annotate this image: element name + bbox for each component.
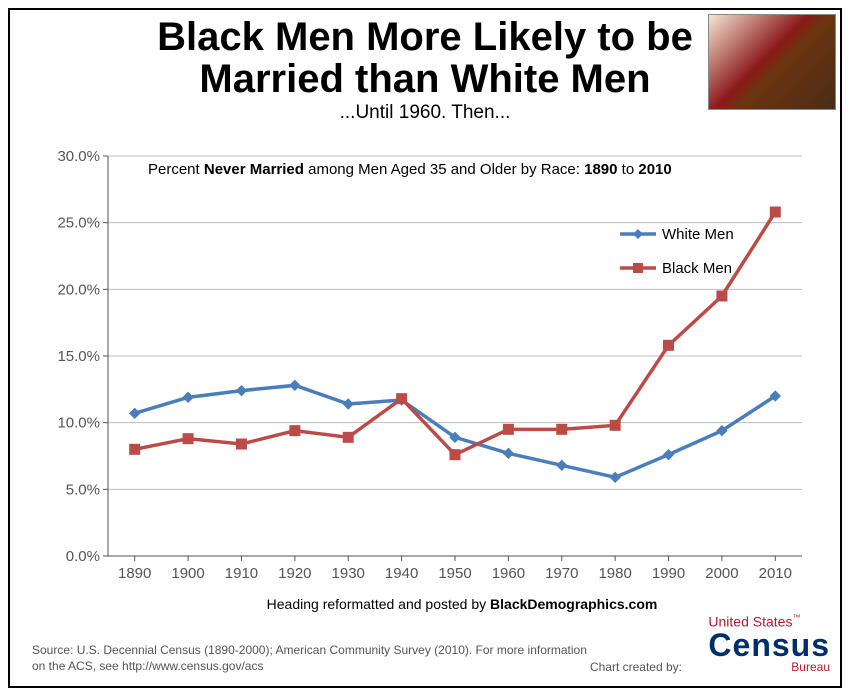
chart-created-by: Chart created by: [590, 660, 682, 674]
svg-text:1900: 1900 [171, 565, 204, 582]
svg-text:1930: 1930 [332, 565, 365, 582]
svg-text:30.0%: 30.0% [57, 148, 100, 165]
census-logo: United States™ Census Bureau [708, 613, 830, 674]
logo-tm: ™ [792, 613, 800, 622]
svg-text:1970: 1970 [545, 565, 578, 582]
svg-text:1920: 1920 [278, 565, 311, 582]
svg-text:Percent Never Married among Me: Percent Never Married among Men Aged 35 … [148, 161, 672, 178]
svg-text:White Men: White Men [662, 226, 734, 243]
logo-main: Census [708, 631, 830, 660]
svg-text:0.0%: 0.0% [66, 548, 100, 565]
title-block: Black Men More Likely to be Married than… [10, 10, 840, 124]
chart-frame: Black Men More Likely to be Married than… [8, 8, 842, 688]
svg-text:15.0%: 15.0% [57, 348, 100, 365]
svg-text:1960: 1960 [492, 565, 525, 582]
svg-text:1990: 1990 [652, 565, 685, 582]
svg-text:Black Men: Black Men [662, 260, 732, 277]
svg-text:20.0%: 20.0% [57, 281, 100, 298]
svg-text:10.0%: 10.0% [57, 415, 100, 432]
chart-area: 0.0% 5.0% 10.0% 15.0% 20.0% 25.0% 30.0% 1890 190… [30, 140, 830, 600]
svg-text:1910: 1910 [225, 565, 258, 582]
svg-text:5.0%: 5.0% [66, 481, 100, 498]
svg-text:2000: 2000 [705, 565, 738, 582]
svg-text:2010: 2010 [759, 565, 792, 582]
svg-text:1890: 1890 [118, 565, 151, 582]
caption-bold: BlackDemographics.com [490, 596, 657, 612]
svg-text:1940: 1940 [385, 565, 418, 582]
reformat-caption: Heading reformatted and posted by BlackD… [122, 596, 802, 612]
caption-prefix: Heading reformatted and posted by [267, 596, 490, 612]
source-text: Source: U.S. Decennial Census (1890-2000… [32, 642, 632, 674]
svg-text:1950: 1950 [438, 565, 471, 582]
source-line1: Source: U.S. Decennial Census (1890-2000… [32, 642, 632, 658]
svg-text:1980: 1980 [598, 565, 631, 582]
svg-text:25.0%: 25.0% [57, 215, 100, 232]
source-line2: on the ACS, see http://www.census.gov/ac… [32, 658, 632, 674]
line-chart-svg: 0.0% 5.0% 10.0% 15.0% 20.0% 25.0% 30.0% 1890 190… [30, 140, 830, 600]
decorative-photo [708, 14, 836, 110]
